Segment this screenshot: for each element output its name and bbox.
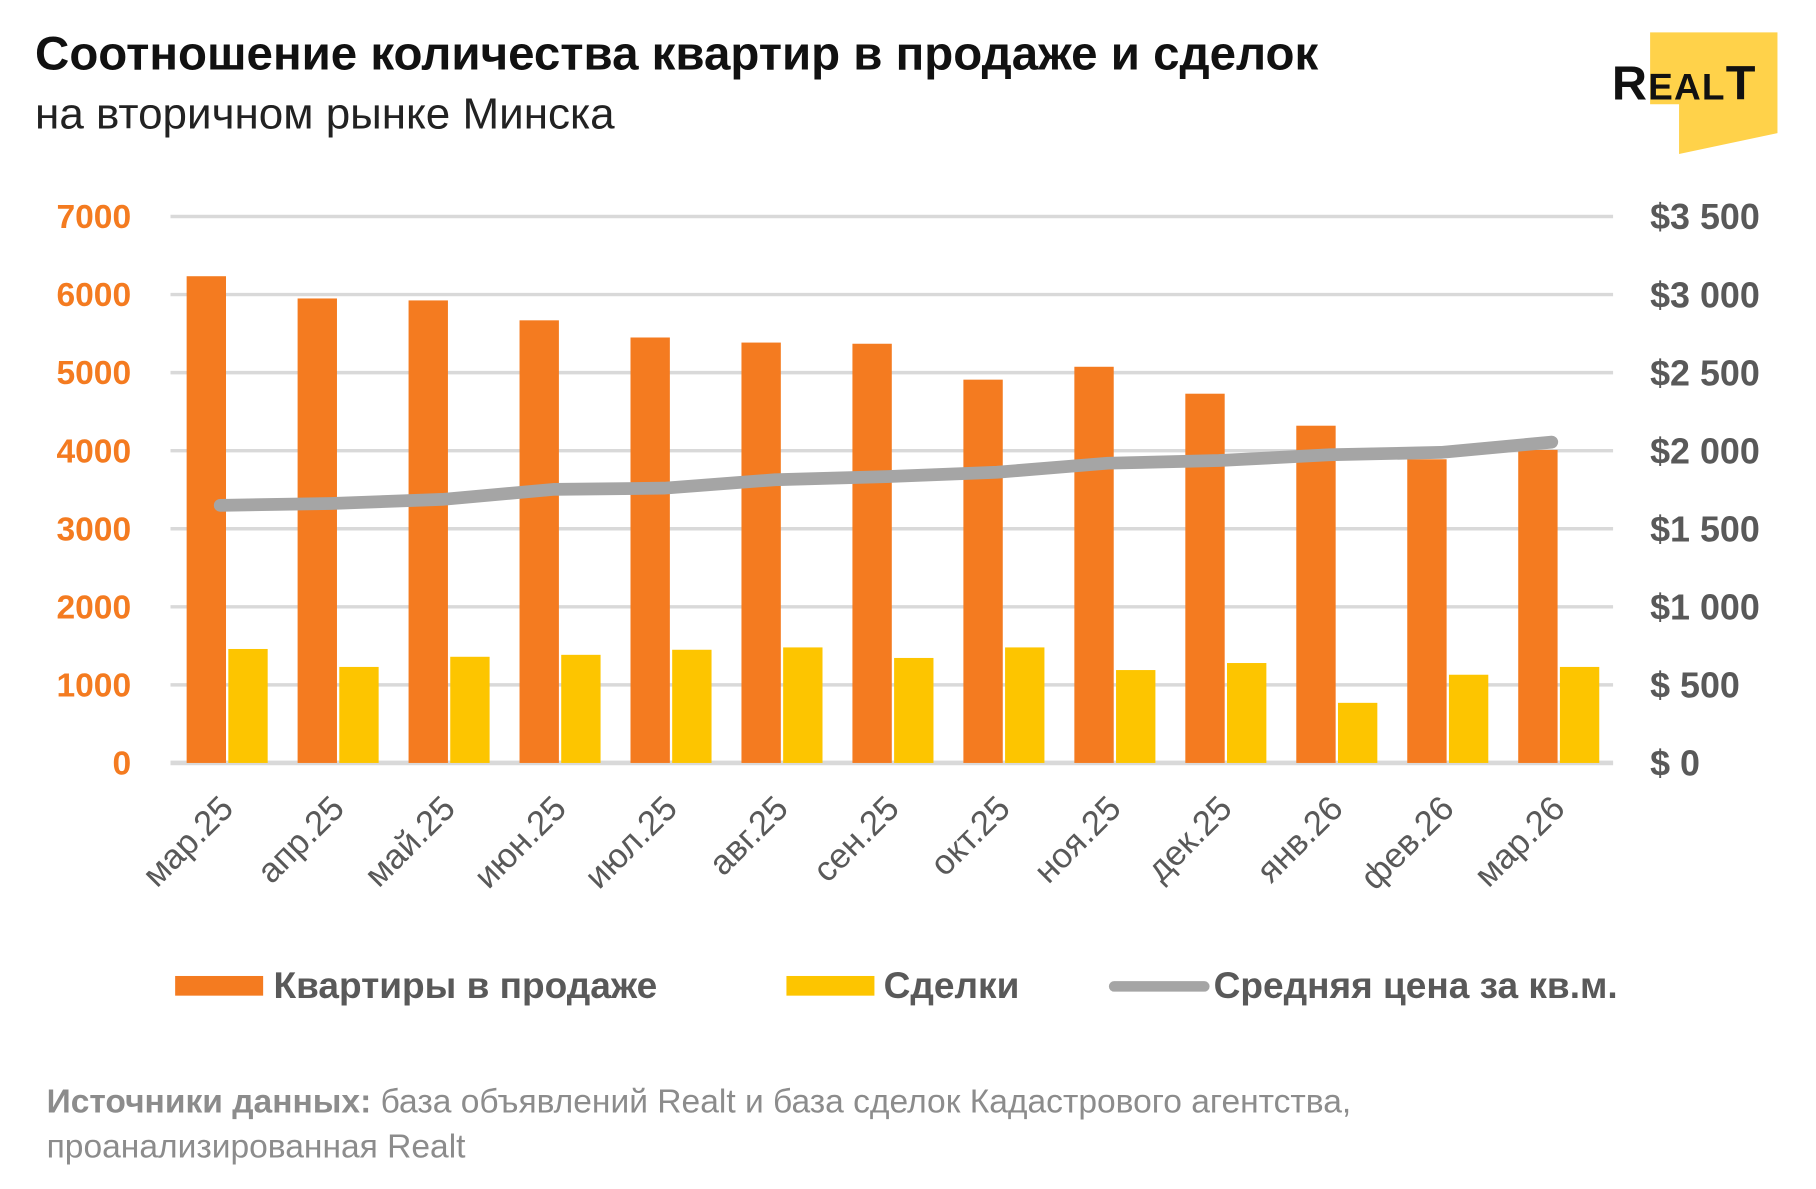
bar-deals xyxy=(561,654,601,763)
legend: Квартиры в продаже Сделки Средняя цена з… xyxy=(175,964,1618,1006)
bar-listings xyxy=(1407,459,1447,763)
left-tick-label: 3000 xyxy=(56,511,131,548)
price-line-path xyxy=(213,435,1559,512)
x-tick-label: сен.25 xyxy=(806,789,906,889)
left-tick-label: 4000 xyxy=(56,433,131,470)
legend-label-listings: Квартиры в продаже xyxy=(274,964,658,1006)
right-tick-label: $ 0 xyxy=(1650,744,1700,784)
left-tick-label: 5000 xyxy=(56,355,131,392)
source-note-line2: проанализированная Realt xyxy=(47,1129,467,1166)
left-tick-label: 1000 xyxy=(56,667,131,704)
source-label: Источники данных: xyxy=(47,1084,372,1121)
x-tick-label: июл.25 xyxy=(578,789,685,896)
realt-logo: REALT xyxy=(1612,32,1778,154)
x-tick-label: июн.25 xyxy=(467,789,574,896)
right-tick-label: $3 500 xyxy=(1650,197,1760,237)
bar-deals xyxy=(894,657,934,763)
legend-label-deals: Сделки xyxy=(884,964,1020,1006)
bar-deals xyxy=(339,666,379,763)
chart-subtitle: на вторичном рынке Минска xyxy=(35,90,615,139)
bar-deals xyxy=(1116,670,1156,763)
legend-swatch-listings xyxy=(175,975,264,996)
bar-listings xyxy=(408,300,448,763)
price-line xyxy=(213,435,1559,512)
bars xyxy=(186,276,1600,763)
right-axis: $ 0 $ 500 $1 000 $1 500 $2 000 $2 500 $3 000 $3… xyxy=(1650,197,1760,783)
right-tick-label: $ 500 xyxy=(1650,666,1740,706)
x-tick-label: мар.26 xyxy=(1467,789,1572,894)
source-note: Источники данных: база объявлений Realt … xyxy=(47,1084,1352,1121)
bar-listings xyxy=(297,298,337,763)
x-tick-label: авг.25 xyxy=(702,789,796,883)
bar-listings xyxy=(741,342,781,763)
bar-listings xyxy=(963,379,1003,763)
x-tick-label: фев.26 xyxy=(1354,789,1462,897)
bar-listings xyxy=(186,276,227,763)
bar-listings xyxy=(852,343,892,763)
source-text: база объявлений Realt и база сделок Када… xyxy=(371,1084,1351,1121)
x-tick-label: май.25 xyxy=(358,789,463,894)
bar-listings xyxy=(1185,393,1225,763)
left-tick-label: 6000 xyxy=(56,277,131,314)
svg-text:REALT: REALT xyxy=(1612,57,1757,111)
bar-listings xyxy=(519,320,559,763)
right-tick-label: $1 500 xyxy=(1650,509,1760,549)
bar-deals xyxy=(1559,666,1600,763)
bar-deals xyxy=(1227,663,1267,763)
bar-listings xyxy=(1074,366,1114,763)
left-tick-label: 0 xyxy=(112,746,131,783)
bar-deals xyxy=(1005,647,1045,763)
legend-label-price: Средняя цена за кв.м. xyxy=(1214,964,1618,1006)
bar-deals xyxy=(783,647,823,763)
x-tick-label: окт.25 xyxy=(923,789,1017,883)
right-tick-label: $1 000 xyxy=(1650,588,1760,628)
bar-listings xyxy=(1518,449,1558,763)
left-tick-label: 7000 xyxy=(56,199,131,236)
x-axis: мар.25 апр.25 май.25 июн.25 июл.25 авг.25 сен.… xyxy=(136,789,1573,897)
x-tick-label: янв.26 xyxy=(1250,789,1351,890)
bar-deals xyxy=(228,648,268,763)
x-tick-label: мар.25 xyxy=(136,789,241,894)
left-axis: 0 1000 2000 3000 4000 5000 6000 7000 xyxy=(56,199,131,782)
bar-listings xyxy=(630,337,670,763)
x-tick-label: дек.25 xyxy=(1140,789,1240,889)
legend-swatch-deals xyxy=(786,975,875,996)
bar-deals xyxy=(1448,674,1489,763)
chart-title: Соотношение количества квартир в продаже… xyxy=(35,27,1318,80)
left-tick-label: 2000 xyxy=(56,589,131,626)
x-tick-label: апр.25 xyxy=(250,789,352,891)
bar-deals xyxy=(450,656,490,763)
right-tick-label: $3 000 xyxy=(1650,275,1760,315)
right-tick-label: $2 500 xyxy=(1650,353,1760,393)
right-tick-label: $2 000 xyxy=(1650,431,1760,471)
bar-listings xyxy=(1296,425,1336,763)
bar-deals xyxy=(1337,702,1378,763)
x-tick-label: ноя.25 xyxy=(1027,789,1129,891)
bar-deals xyxy=(672,649,712,763)
